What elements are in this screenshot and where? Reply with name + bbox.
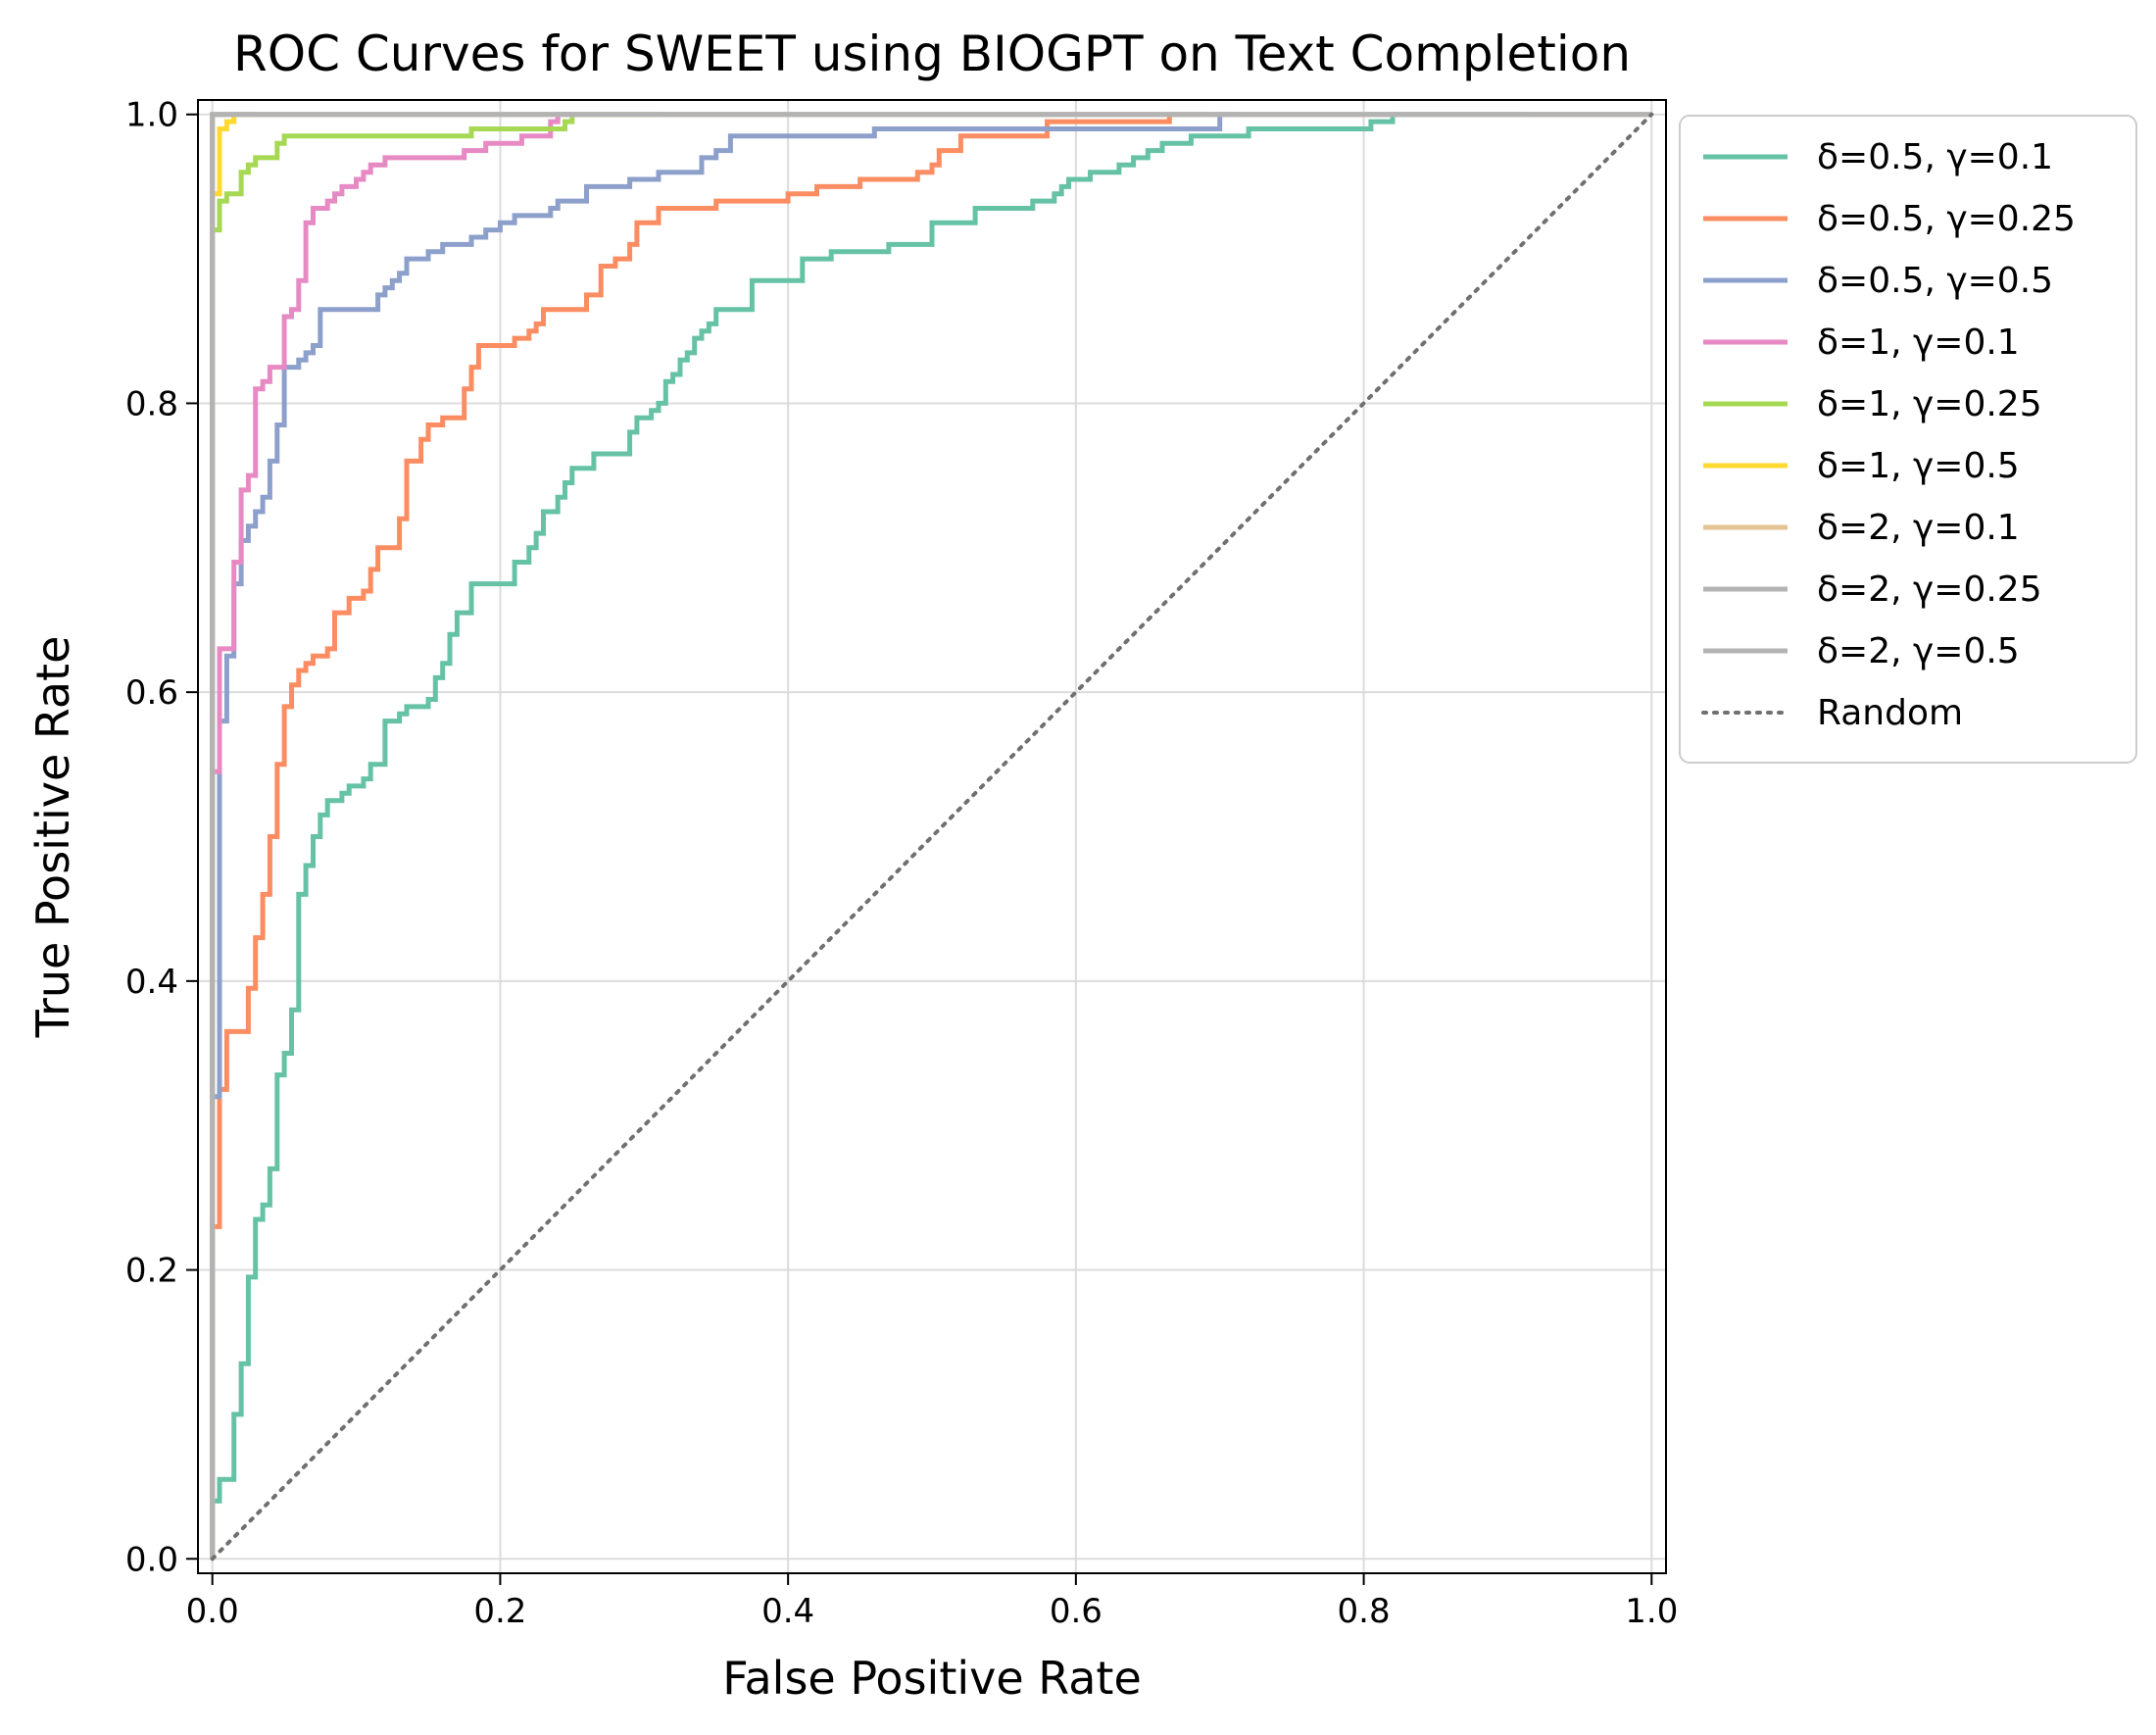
plot-frame bbox=[197, 99, 1667, 1574]
x-axis-label: False Positive Rate bbox=[722, 1652, 1142, 1705]
x-tick-label: 0.4 bbox=[761, 1592, 814, 1631]
legend: δ=0.5, γ=0.1 δ=0.5, γ=0.25 δ=0.5, γ=0.5 δ=1… bbox=[1679, 115, 2137, 764]
legend-label: δ=1, γ=0.25 bbox=[1817, 384, 2042, 424]
y-tick-label: 0.2 bbox=[125, 1252, 178, 1291]
y-tick-label: 1.0 bbox=[125, 96, 178, 135]
y-axis-label: True Positive Rate bbox=[26, 636, 79, 1039]
series-line-4 bbox=[210, 112, 572, 1560]
axis-ticks: 0.0 0.2 0.4 0.6 0.8 1.0 0.0 0.2 0.4 0.6 0.8 1.0 bbox=[125, 96, 1678, 1631]
y-tick-label: 0.0 bbox=[125, 1540, 178, 1579]
legend-box bbox=[1679, 115, 2137, 764]
y-tick-label: 0.6 bbox=[125, 673, 178, 713]
series-group bbox=[210, 112, 1654, 1562]
y-tick-label: 0.4 bbox=[125, 963, 178, 1002]
legend-label: δ=2, γ=0.25 bbox=[1817, 570, 2042, 610]
legend-label: δ=1, γ=0.5 bbox=[1817, 446, 2020, 486]
legend-label: Random bbox=[1817, 693, 1963, 733]
legend-label: δ=1, γ=0.1 bbox=[1817, 322, 2020, 363]
chart-title: ROC Curves for SWEET using BIOGPT on Tex… bbox=[233, 25, 1631, 82]
x-tick-label: 0.0 bbox=[186, 1592, 239, 1631]
y-tick-label: 0.8 bbox=[125, 384, 178, 423]
series-line-1 bbox=[210, 112, 1523, 1560]
x-tick-label: 0.2 bbox=[473, 1592, 526, 1631]
grid bbox=[198, 100, 1666, 1573]
x-tick-label: 0.6 bbox=[1050, 1592, 1102, 1631]
series-line-3 bbox=[210, 112, 1235, 1560]
legend-label: δ=0.5, γ=0.1 bbox=[1817, 137, 2053, 177]
x-tick-label: 1.0 bbox=[1625, 1592, 1678, 1631]
legend-label: δ=2, γ=0.5 bbox=[1817, 631, 2020, 671]
legend-label: δ=2, γ=0.1 bbox=[1817, 508, 2020, 548]
series-line-5 bbox=[210, 112, 659, 1560]
legend-label: δ=0.5, γ=0.5 bbox=[1817, 261, 2053, 301]
legend-label: δ=0.5, γ=0.25 bbox=[1817, 199, 2076, 239]
x-tick-label: 0.8 bbox=[1338, 1592, 1391, 1631]
series-line-9 bbox=[210, 112, 1652, 1560]
series-line-2 bbox=[210, 112, 1205, 1560]
